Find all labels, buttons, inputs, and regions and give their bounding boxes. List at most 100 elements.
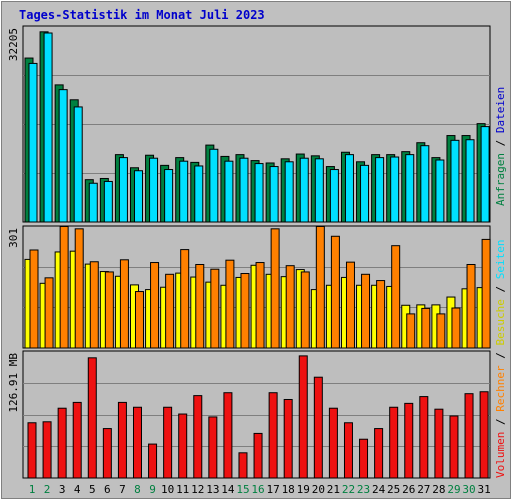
bar-dateien [224, 160, 234, 223]
bar-volumen [238, 452, 248, 479]
bar-volumen [359, 438, 369, 479]
bar-rechner [210, 268, 220, 349]
bar-dateien [375, 157, 385, 223]
x-tick-label: 1 [29, 483, 36, 496]
bar-dateien [118, 157, 128, 223]
x-tick-label: 14 [221, 483, 235, 496]
x-tick-label: 12 [191, 483, 204, 496]
x-tick-label: 28 [432, 483, 445, 496]
bar-dateien [420, 145, 430, 223]
x-tick-label: 29 [447, 483, 460, 496]
x-tick-label: 16 [251, 483, 264, 496]
x-tick-label: 19 [297, 483, 310, 496]
bar-rechner [466, 263, 476, 349]
bar-rechner [436, 313, 446, 349]
bar-volumen [298, 355, 308, 479]
x-tick-label: 20 [312, 483, 325, 496]
x-tick-label: 13 [206, 483, 219, 496]
bar-volumen [253, 432, 263, 479]
bar-rechner [481, 238, 491, 349]
bar-rechner [330, 235, 340, 349]
bar-rechner [59, 225, 69, 349]
bar-volumen [132, 406, 142, 479]
legend-part: / [494, 279, 507, 299]
legend-part: Rechner [494, 365, 507, 412]
bar-dateien [465, 139, 475, 223]
bar-volumen [328, 407, 338, 479]
bar-rechner [180, 249, 190, 349]
x-axis-day-labels: 1 2 3 4 5 6 7 8 9 10 11 12 13 14 15 16 17 18 19 20 21 22 23 24 2… [29, 483, 491, 496]
legend-part: Volumen [494, 432, 507, 478]
bar-volumen [223, 392, 233, 479]
bar-rechner [406, 313, 416, 349]
bar-dateien [164, 169, 174, 223]
bar-volumen [27, 422, 37, 479]
bar-volumen [374, 428, 384, 479]
y-max-label: 301 [7, 228, 20, 248]
panel-rechner-besuche: 301 [7, 225, 491, 349]
legend-volumen-rechner-besuche-seiten: Volumen / Rechner / Besuche / Seiten [494, 240, 507, 478]
bar-volumen [57, 407, 67, 479]
bar-volumen [283, 398, 293, 479]
x-tick-label: 4 [74, 483, 81, 496]
bar-rechner [89, 261, 99, 349]
bar-dateien [480, 126, 490, 223]
x-tick-label: 8 [134, 483, 141, 496]
bar-rechner [44, 277, 54, 349]
bar-dateien [179, 160, 189, 223]
bar-volumen [178, 413, 188, 479]
panel-volumen: 126.91 MB [7, 350, 491, 479]
legend-part: Besuche [494, 299, 507, 345]
bar-volumen [268, 392, 278, 479]
bar-dateien [284, 161, 294, 223]
x-tick-label: 9 [149, 483, 156, 496]
x-tick-label: 27 [417, 483, 430, 496]
bar-volumen [193, 395, 203, 479]
bar-volumen [434, 408, 444, 479]
bar-dateien [344, 154, 354, 223]
bar-dateien [149, 157, 159, 223]
y-max-label: 126.91 MB [7, 353, 20, 413]
bar-rechner [451, 307, 461, 349]
bar-volumen [479, 391, 489, 479]
legend-part: / [494, 133, 507, 153]
x-tick-label: 23 [357, 483, 370, 496]
x-tick-label: 31 [477, 483, 490, 496]
bar-rechner [361, 273, 371, 349]
bar-dateien [435, 159, 445, 223]
bar-volumen [343, 422, 353, 479]
x-tick-label: 17 [266, 483, 279, 496]
bar-rechner [285, 265, 295, 349]
bar-rechner [119, 259, 129, 349]
bar-rechner [74, 228, 84, 349]
bar-rechner [270, 228, 280, 349]
x-tick-label: 10 [161, 483, 174, 496]
legend-part: / [494, 412, 507, 432]
x-tick-label: 15 [236, 483, 249, 496]
bar-dateien [254, 163, 264, 223]
y-max-label: 32205 [7, 28, 20, 61]
x-tick-label: 30 [462, 483, 475, 496]
bar-volumen [87, 357, 97, 479]
x-tick-label: 11 [176, 483, 189, 496]
bar-rechner [134, 291, 144, 349]
x-tick-label: 3 [59, 483, 66, 496]
x-tick-label: 2 [44, 483, 51, 496]
bar-dateien [43, 32, 53, 223]
bar-dateien [194, 165, 204, 223]
bar-dateien [390, 156, 400, 223]
bar-rechner [391, 245, 401, 349]
bar-rechner [104, 271, 114, 349]
bar-volumen [72, 401, 82, 479]
bar-dateien [103, 180, 113, 223]
bar-rechner [240, 273, 250, 349]
legend-anfragen-dateien: Anfragen / Dateien [494, 87, 507, 206]
x-tick-label: 21 [327, 483, 340, 496]
chart-title: Tages-Statistik im Monat Juli 2023 [19, 8, 265, 22]
bar-rechner [150, 262, 160, 349]
bar-dateien [239, 157, 249, 223]
bar-volumen [148, 443, 158, 479]
bar-volumen [117, 401, 127, 479]
legend-part: Anfragen [494, 153, 507, 206]
bar-volumen [42, 421, 52, 479]
